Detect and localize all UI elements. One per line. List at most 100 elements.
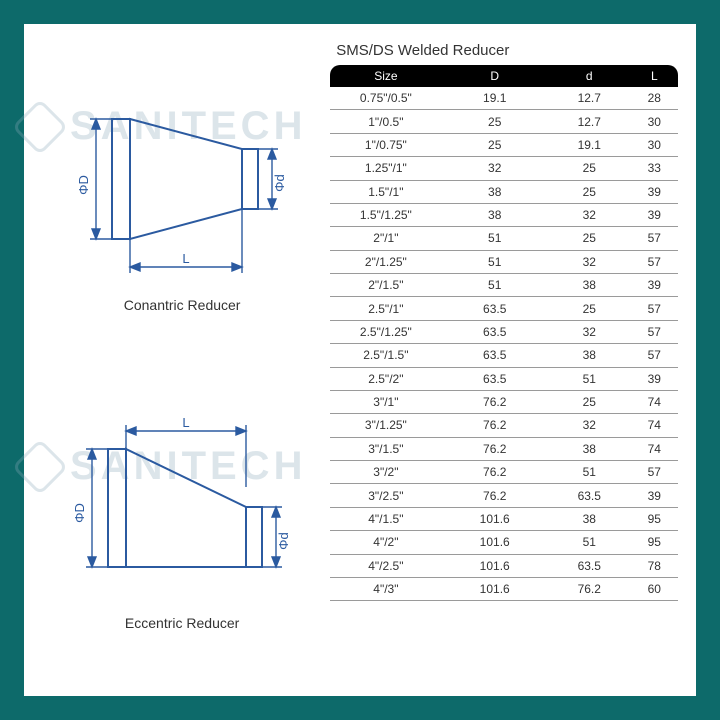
table-cell: 101.6 [442, 554, 548, 577]
col-l: L [631, 65, 678, 87]
dim-label-D: ΦD [76, 175, 91, 195]
table-cell: 3"/2.5" [330, 484, 441, 507]
table-cell: 12.7 [548, 87, 631, 110]
table-row: 1.5"/1.25"383239 [330, 203, 678, 226]
table-cell: 57 [631, 320, 678, 343]
concentric-caption: Conantric Reducer [124, 297, 241, 313]
table-cell: 3"/1.5" [330, 437, 441, 460]
table-cell: 1.5"/1.25" [330, 203, 441, 226]
eccentric-reducer-svg: L ΦD [52, 407, 312, 607]
dim-label-L-2: L [182, 415, 189, 430]
table-cell: 32 [442, 157, 548, 180]
table-row: 4"/2.5"101.663.578 [330, 554, 678, 577]
table-cell: 51 [442, 250, 548, 273]
table-row: 4"/1.5"101.63895 [330, 507, 678, 530]
table-cell: 57 [631, 227, 678, 250]
table-cell: 1"/0.75" [330, 133, 441, 156]
table-cell: 2"/1" [330, 227, 441, 250]
table-cell: 4"/2" [330, 531, 441, 554]
table-cell: 51 [548, 367, 631, 390]
table-cell: 63.5 [442, 297, 548, 320]
table-cell: 63.5 [442, 367, 548, 390]
table-cell: 32 [548, 320, 631, 343]
table-cell: 39 [631, 203, 678, 226]
table-row: 3"/2"76.25157 [330, 461, 678, 484]
table-cell: 38 [548, 344, 631, 367]
spec-table: SizeDdL 0.75"/0.5"19.112.7281"/0.5"2512.… [330, 65, 678, 601]
table-cell: 63.5 [442, 320, 548, 343]
table-cell: 30 [631, 110, 678, 133]
table-cell: 3"/1.25" [330, 414, 441, 437]
table-cell: 25 [548, 180, 631, 203]
col-d: d [548, 65, 631, 87]
table-cell: 74 [631, 390, 678, 413]
table-cell: 25 [442, 133, 548, 156]
table-cell: 39 [631, 484, 678, 507]
table-cell: 51 [548, 531, 631, 554]
concentric-reducer-svg: ΦD Φd L [52, 89, 312, 289]
table-cell: 4"/2.5" [330, 554, 441, 577]
table-cell: 2.5"/1" [330, 297, 441, 320]
table-row: 3"/1.5"76.23874 [330, 437, 678, 460]
table-body: 0.75"/0.5"19.112.7281"/0.5"2512.7301"/0.… [330, 87, 678, 601]
table-title: SMS/DS Welded Reducer [330, 42, 678, 59]
eccentric-caption: Eccentric Reducer [125, 615, 239, 631]
table-row: 0.75"/0.5"19.112.728 [330, 87, 678, 110]
col-d: D [442, 65, 548, 87]
table-row: 2"/1"512557 [330, 227, 678, 250]
table-row: 2.5"/1.5"63.53857 [330, 344, 678, 367]
table-cell: 95 [631, 531, 678, 554]
spec-sheet: SANITECH SANITECH [24, 24, 696, 696]
table-cell: 25 [442, 110, 548, 133]
table-row: 3"/1"76.22574 [330, 390, 678, 413]
table-row: 2.5"/2"63.55139 [330, 367, 678, 390]
table-cell: 1.5"/1" [330, 180, 441, 203]
table-cell: 63.5 [548, 554, 631, 577]
table-cell: 28 [631, 87, 678, 110]
table-cell: 95 [631, 507, 678, 530]
table-cell: 32 [548, 414, 631, 437]
table-cell: 38 [442, 180, 548, 203]
table-row: 1"/0.5"2512.730 [330, 110, 678, 133]
table-cell: 57 [631, 461, 678, 484]
table-cell: 2.5"/1.5" [330, 344, 441, 367]
table-cell: 3"/1" [330, 390, 441, 413]
table-cell: 19.1 [442, 87, 548, 110]
table-row: 1"/0.75"2519.130 [330, 133, 678, 156]
table-cell: 63.5 [442, 344, 548, 367]
table-cell: 57 [631, 344, 678, 367]
concentric-reducer-diagram: ΦD Φd L [34, 42, 330, 360]
table-cell: 74 [631, 437, 678, 460]
table-cell: 3"/2" [330, 461, 441, 484]
table-cell: 76.2 [442, 484, 548, 507]
table-cell: 76.2 [548, 577, 631, 600]
table-cell: 30 [631, 133, 678, 156]
table-row: 1.25"/1"322533 [330, 157, 678, 180]
table-cell: 0.75"/0.5" [330, 87, 441, 110]
table-cell: 25 [548, 157, 631, 180]
table-cell: 19.1 [548, 133, 631, 156]
table-cell: 2"/1.25" [330, 250, 441, 273]
table-cell: 25 [548, 390, 631, 413]
table-cell: 2.5"/1.25" [330, 320, 441, 343]
table-cell: 51 [442, 274, 548, 297]
table-cell: 78 [631, 554, 678, 577]
table-row: 2.5"/1.25"63.53257 [330, 320, 678, 343]
table-row: 1.5"/1"382539 [330, 180, 678, 203]
table-header: SizeDdL [330, 65, 678, 87]
table-cell: 4"/1.5" [330, 507, 441, 530]
col-size: Size [330, 65, 441, 87]
table-cell: 39 [631, 274, 678, 297]
table-cell: 51 [548, 461, 631, 484]
table-cell: 101.6 [442, 577, 548, 600]
dim-label-d: Φd [272, 174, 287, 192]
table-cell: 38 [548, 437, 631, 460]
table-cell: 76.2 [442, 414, 548, 437]
dim-label-D-2: ΦD [72, 503, 87, 523]
table-cell: 1.25"/1" [330, 157, 441, 180]
table-cell: 12.7 [548, 110, 631, 133]
table-cell: 76.2 [442, 437, 548, 460]
table-cell: 101.6 [442, 531, 548, 554]
table-row: 3"/1.25"76.23274 [330, 414, 678, 437]
table-cell: 33 [631, 157, 678, 180]
